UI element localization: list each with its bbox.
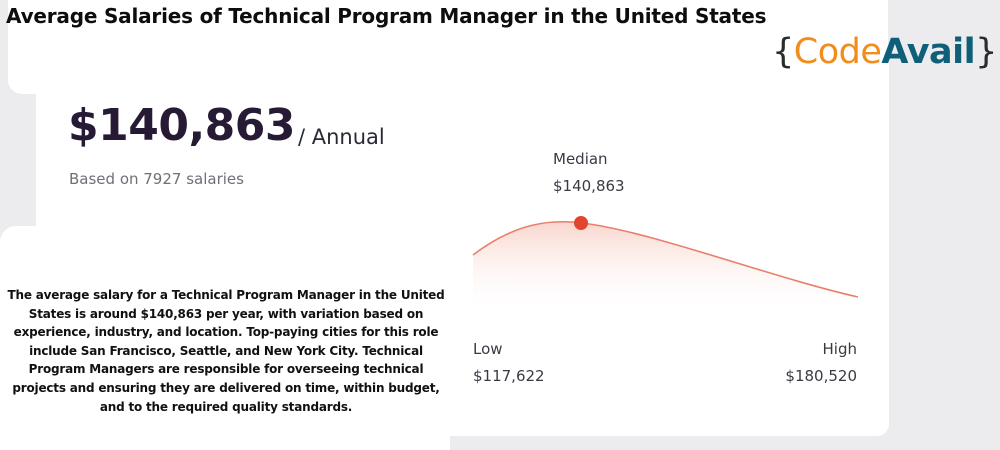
- logo-word-avail: Avail: [881, 32, 976, 72]
- codeavail-logo: {Code Avail}: [772, 27, 997, 77]
- salary-amount: $140,863: [68, 100, 296, 151]
- curve-area: [473, 221, 858, 315]
- page-title: Average Salaries of Technical Program Ma…: [6, 4, 767, 28]
- curve-line: [472, 220, 859, 298]
- salary-period: / Annual: [298, 125, 385, 149]
- salary-description: The average salary for a Technical Progr…: [7, 288, 445, 414]
- low-label: Low: [473, 340, 503, 358]
- logo-brace-close: }: [975, 32, 997, 72]
- high-label: High: [822, 340, 857, 358]
- median-value: $140,863: [553, 177, 625, 195]
- low-value: $117,622: [473, 367, 545, 385]
- median-marker: [574, 216, 588, 230]
- salary-distribution-curve: [472, 216, 859, 315]
- salary-sample-size: Based on 7927 salaries: [69, 170, 244, 188]
- median-label: Median: [553, 150, 608, 168]
- logo-brace-open: {: [772, 32, 794, 72]
- high-value: $180,520: [785, 367, 857, 385]
- description-panel: [0, 226, 450, 450]
- logo-word-code: Code: [793, 32, 882, 72]
